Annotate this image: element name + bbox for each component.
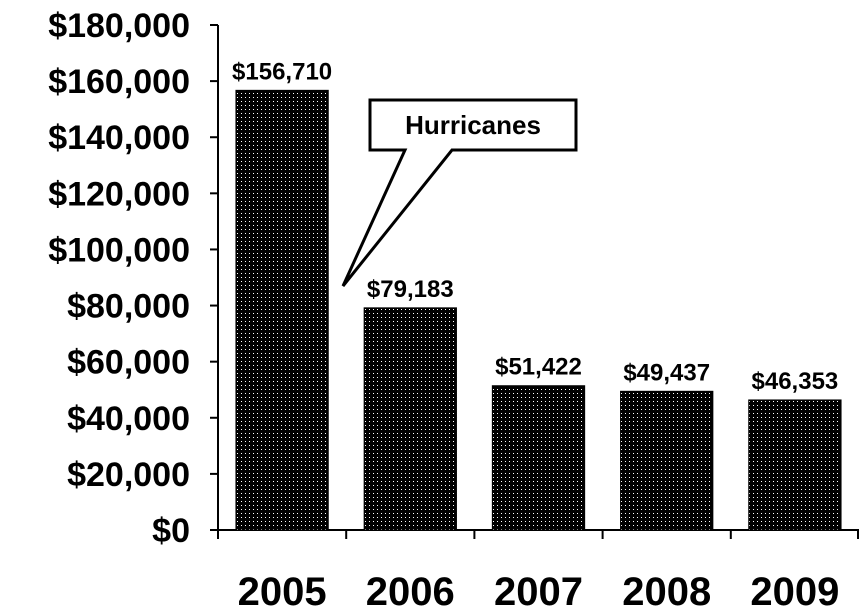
x-tick-label: 2007 — [494, 570, 583, 614]
y-tick-label: $60,000 — [67, 344, 190, 382]
bars — [235, 89, 842, 531]
bar-2009 — [748, 399, 842, 531]
y-tick-label: $180,000 — [48, 7, 190, 45]
x-tick-label: 2005 — [238, 570, 327, 614]
callout-box — [341, 98, 578, 287]
data-labels: $156,710 $79,183 $51,422 $49,437 $46,353 — [232, 58, 838, 395]
y-tick-label: $80,000 — [67, 288, 190, 326]
y-tick-label: $140,000 — [48, 119, 190, 157]
y-tick-label: $100,000 — [48, 231, 190, 269]
y-tick-label: $120,000 — [48, 175, 190, 213]
y-tick-label: $0 — [152, 512, 190, 550]
y-tick-label: $20,000 — [67, 456, 190, 494]
x-tick-label: 2009 — [750, 570, 839, 614]
x-tick-label: 2008 — [622, 570, 711, 614]
hurricanes-callout: Hurricanes — [341, 98, 578, 287]
data-label-2009: $46,353 — [752, 368, 839, 395]
data-label-2008: $49,437 — [623, 359, 710, 386]
bar-2008 — [620, 390, 714, 531]
data-label-2005: $156,710 — [232, 58, 332, 85]
callout-label: Hurricanes — [405, 110, 541, 140]
data-label-2007: $51,422 — [495, 354, 582, 381]
y-tick-label: $160,000 — [48, 63, 190, 101]
x-tick-label: 2006 — [366, 570, 455, 614]
x-axis: 2005 2006 2007 2008 2009 — [217, 529, 859, 614]
y-axis: $0 $20,000 $40,000 $60,000 $80,000 $100,000 $1… — [48, 7, 219, 550]
bar-2005 — [235, 89, 329, 531]
bar-2006 — [363, 307, 457, 531]
data-label-2006: $79,183 — [367, 276, 454, 303]
y-tick-label: $40,000 — [67, 400, 190, 438]
bar-2007 — [491, 385, 586, 531]
